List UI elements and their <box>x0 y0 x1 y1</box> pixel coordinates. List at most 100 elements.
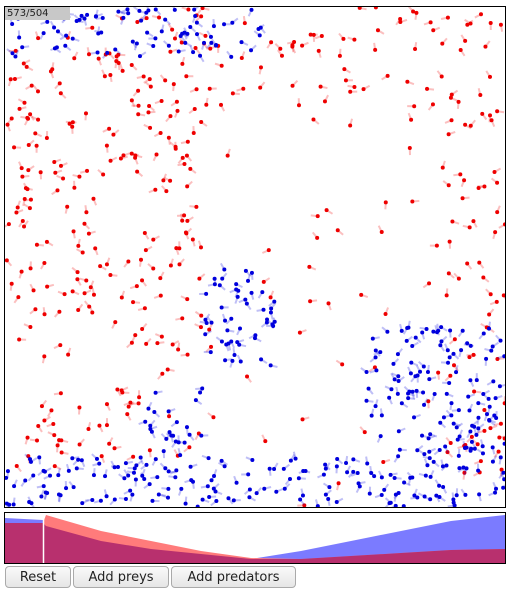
prey <box>439 339 443 343</box>
predator <box>127 405 131 409</box>
prey <box>132 471 136 475</box>
predator <box>120 388 124 392</box>
prey <box>273 320 277 324</box>
add-preys-button[interactable]: Add preys <box>73 566 169 588</box>
prey <box>13 55 17 59</box>
prey <box>461 329 465 333</box>
prey <box>380 493 384 497</box>
predator <box>479 12 483 16</box>
prey <box>67 469 71 473</box>
predator <box>374 7 378 9</box>
prey <box>489 349 493 353</box>
prey <box>322 473 326 477</box>
prey <box>37 455 41 459</box>
prey <box>243 298 247 302</box>
predator <box>384 312 388 316</box>
prey <box>424 474 428 478</box>
predator <box>26 117 30 121</box>
predator <box>45 136 49 140</box>
predator <box>495 181 499 185</box>
prey <box>262 308 266 312</box>
prey <box>282 467 286 471</box>
prey <box>484 357 488 361</box>
prey <box>207 456 211 460</box>
predator <box>160 335 164 339</box>
prey <box>382 488 386 492</box>
prey <box>101 16 105 20</box>
prey <box>491 379 495 383</box>
prey <box>433 392 437 396</box>
prey <box>198 54 202 58</box>
predator <box>412 104 416 108</box>
predator <box>111 133 115 137</box>
predator <box>130 152 134 156</box>
predator <box>120 296 124 300</box>
predator <box>105 423 109 427</box>
predator <box>180 219 184 223</box>
predator <box>103 74 107 78</box>
predator <box>317 49 321 53</box>
prey <box>220 339 224 343</box>
prey <box>378 350 382 354</box>
prey <box>491 460 495 464</box>
prey <box>443 444 447 448</box>
predator <box>131 455 135 459</box>
reset-button[interactable]: Reset <box>5 566 71 588</box>
prey <box>234 282 238 286</box>
predator <box>325 208 329 212</box>
add-predators-button[interactable]: Add predators <box>171 566 296 588</box>
prey <box>493 491 497 495</box>
prey <box>167 44 171 48</box>
prey <box>155 475 159 479</box>
predator <box>348 123 352 127</box>
prey <box>437 495 441 499</box>
prey <box>467 409 471 413</box>
predator <box>36 118 40 122</box>
prey <box>139 456 143 460</box>
prey <box>456 438 460 442</box>
predator <box>180 62 184 66</box>
prey <box>335 500 339 504</box>
predator <box>447 271 451 275</box>
predator <box>49 69 53 73</box>
prey <box>428 456 432 460</box>
predator <box>45 240 49 244</box>
predator <box>258 86 262 90</box>
prey <box>244 269 248 273</box>
predator <box>119 156 123 160</box>
predator <box>300 44 304 48</box>
predator <box>352 85 356 89</box>
predator <box>267 248 271 252</box>
predator <box>453 337 457 341</box>
prey <box>223 358 227 362</box>
prey <box>94 14 98 18</box>
predator <box>185 184 189 188</box>
prey <box>476 401 480 405</box>
predator <box>75 277 79 281</box>
predator <box>298 331 302 335</box>
predator <box>142 75 146 79</box>
population-counter: 573/504 <box>5 7 70 20</box>
predator <box>108 73 112 77</box>
predator <box>39 170 43 174</box>
prey <box>173 475 177 479</box>
prey <box>425 327 429 331</box>
prey <box>194 398 198 402</box>
predator <box>155 152 159 156</box>
prey <box>163 466 167 470</box>
predator <box>199 325 203 329</box>
prey <box>80 501 84 505</box>
prey <box>214 499 218 503</box>
predator <box>469 124 473 128</box>
predator <box>81 250 85 254</box>
predator <box>140 278 144 282</box>
predator <box>144 248 148 252</box>
prey <box>438 448 442 452</box>
predator <box>20 270 24 274</box>
prey <box>116 465 120 469</box>
prey <box>323 463 327 467</box>
prey <box>247 495 251 499</box>
prey <box>402 480 406 484</box>
prey <box>380 475 384 479</box>
